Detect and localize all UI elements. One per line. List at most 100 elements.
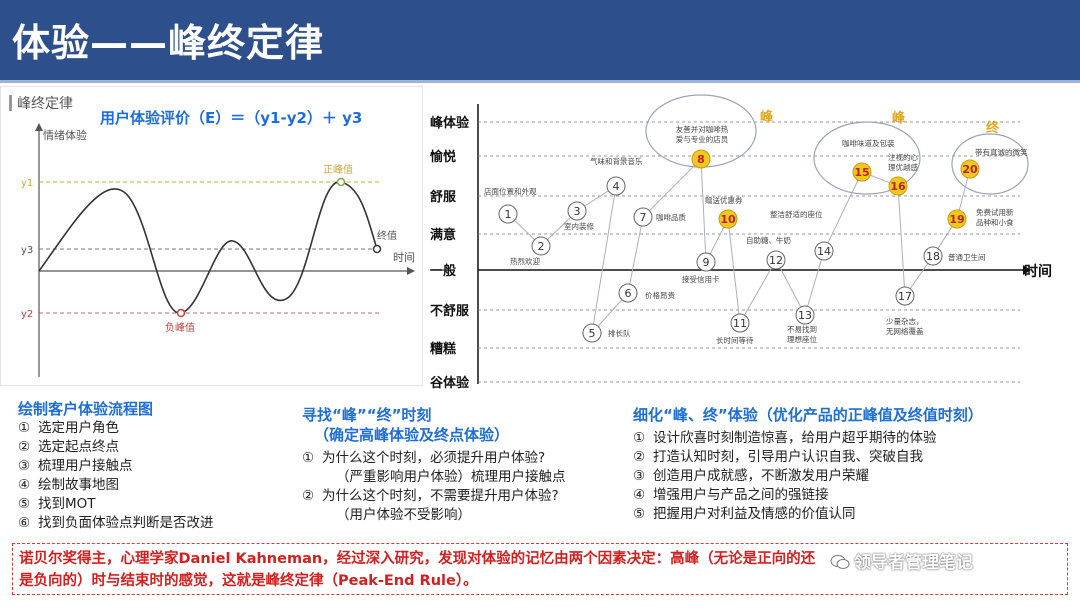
touchpoint-number: 16 [890, 180, 906, 193]
touchpoint-label: 排长队 [608, 328, 631, 338]
touchpoint-number: 9 [703, 256, 710, 269]
touchpoint-label: 免费试用新品种和小食 [976, 207, 1014, 227]
touchpoint-label: 注视的心理优越感 [888, 152, 918, 172]
col3-item: ④ 增强用户与产品之间的强链接 [633, 487, 829, 503]
peak-end-curve: 峰终定律 情绪体验 时间 y1 y3 y2 正峰值 终值 负峰值 [9, 95, 415, 377]
positive-peak-point [336, 177, 346, 187]
level-label: 谷体验 [430, 375, 470, 391]
touchpoint-number: 5 [589, 327, 596, 340]
y3-tick: y3 [21, 245, 33, 256]
col3-item: ① 设计欣喜时刻制造惊喜，给用户超乎期待的体验 [633, 430, 937, 446]
touchpoint-label: 自助糖、牛奶 [746, 235, 791, 245]
touchpoint-marker [888, 176, 908, 196]
page-title: 体验——峰终定律 [12, 21, 325, 65]
touchpoint-marker [923, 246, 943, 266]
touchpoint-number: 2 [538, 240, 545, 253]
touchpoint-number: 3 [574, 205, 581, 218]
touchpoint-number: 1 [505, 208, 512, 221]
touchpoint-label: 咖啡味道及包装 [842, 138, 895, 148]
col1-item: ⑤ 找到MOT [18, 496, 96, 512]
touchpoint-number: 8 [697, 153, 705, 166]
touchpoint-label: 价格昂贵 [645, 290, 675, 300]
peak-end-curve-figure: 峰终定律 情绪体验 时间 y1 y3 y2 正峰值 终值 负峰值 [0, 86, 423, 386]
wechat-icon [830, 555, 850, 569]
touchpoint-marker [567, 201, 587, 221]
y2-tick: y2 [21, 309, 33, 320]
col3-item: ③ 创造用户成就感，不断激发用户荣耀 [633, 468, 869, 484]
touchpoint-number: 10 [720, 213, 736, 226]
end-bubble [951, 133, 1029, 195]
level-label: 愉悦 [430, 149, 456, 165]
watermark: 领导者管理笔记 [830, 548, 973, 573]
col2-item: ② 为什么这个时刻，不需要提升用户体验? [302, 488, 559, 504]
touchpoint-marker [691, 149, 711, 169]
col1-item: ① 选定用户角色 [18, 420, 119, 436]
col2-item-note: （用户体验不受影响） [336, 507, 471, 523]
col2-item: ① 为什么这个时刻，必须提升用户体验? [302, 450, 546, 466]
y-axis-label: 情绪体验 [43, 128, 87, 142]
journey-line [507, 157, 971, 335]
touchpoint-label: 整洁舒适的座位 [770, 209, 823, 219]
touchpoint-number: 7 [640, 211, 647, 224]
level-label: 峰体验 [430, 115, 470, 131]
touchpoint-marker [730, 313, 750, 333]
touchpoint-label: 少量杂志，无网络覆盖 [886, 316, 924, 336]
touchpoints: 1 店面位置和外观 2 热烈欢迎 3 室内装修 4 气味和背景音乐 5 排长队 6 价格昂贵 7 咖啡品质… [484, 124, 1028, 345]
col1-heading: 绘制客户体验流程图 [18, 400, 154, 418]
touchpoint-number: 11 [733, 317, 747, 330]
touchpoint-number: 6 [625, 287, 632, 300]
touchpoint-marker [531, 236, 551, 256]
touchpoint-marker [766, 250, 786, 270]
col1-item: ④ 绘制故事地图 [18, 477, 119, 493]
level-label: 满意 [430, 227, 456, 243]
touchpoint-number: 13 [798, 309, 812, 322]
touchpoint-number: 17 [898, 290, 912, 303]
level-label: 舒服 [430, 189, 457, 205]
touchpoint-label: 咖啡品质 [656, 212, 686, 222]
header-divider [0, 80, 1080, 83]
touchpoint-marker [696, 252, 716, 272]
touchpoint-label: 店面位置和外观 [484, 186, 537, 196]
touchpoint-number: 20 [962, 163, 978, 176]
negative-peak-point [176, 308, 186, 318]
touchpoint-label: 友善并对咖啡热爱与专业的店员 [676, 124, 729, 144]
col1-item: ② 选定起点终点 [18, 439, 119, 455]
touchpoint-label: 带有真诚的微笑 [975, 147, 1028, 157]
touchpoint-label: 室内装修 [564, 221, 594, 231]
y1-tick: y1 [21, 178, 33, 189]
touchpoint-label: 长时间等待 [716, 335, 754, 345]
y-axis-arrow [35, 123, 43, 131]
touchpoint-number: 12 [769, 254, 783, 267]
touchpoint-marker [618, 283, 638, 303]
touchpoint-marker [633, 207, 653, 227]
end-point [372, 244, 382, 254]
touchpoint-number: 15 [854, 166, 869, 179]
touchpoint-label: 赠送优惠券 [705, 195, 743, 205]
touchpoint-label: 接受信用卡 [682, 274, 720, 284]
column-flowchart: 绘制客户体验流程图 ① 选定用户角色 ② 选定起点终点 ③ 梳理用户接触点 ④ 绘制故事… [18, 399, 214, 533]
touchpoint-label: 不易找到理想座位 [787, 324, 817, 344]
figure-label: 峰终定律 [17, 96, 73, 112]
experience-journey-map: 时间 峰体验 愉悦 舒服 满意 一般 不舒服 糟糕 谷体验 峰 峰 终 1 店面位置和外观 2 热烈… [430, 86, 1080, 391]
highlight-bubbles [645, 94, 1029, 195]
touchpoint-marker [795, 305, 815, 325]
touchpoint-marker [498, 204, 518, 224]
touchpoint-marker [895, 286, 915, 306]
col2-heading: 寻找“峰”“终”时刻 [302, 406, 432, 424]
watermark-text: 领导者管理笔记 [854, 553, 973, 573]
column-find-moments: 寻找“峰”“终”时刻 （确定高峰体验及终点体验） ① 为什么这个时刻，必须提升用户… [302, 405, 566, 525]
touchpoint-marker [947, 209, 967, 229]
col3-item: ⑤ 把握用户对利益及情感的价值认同 [633, 506, 856, 522]
level-label: 糟糕 [430, 341, 456, 357]
touchpoint-label: 普通卫生间 [948, 252, 986, 262]
touchpoint-marker [606, 176, 626, 196]
col2-item-note: （严重影响用户体验）梳理用户接触点 [336, 469, 566, 485]
col2-subheading: （确定高峰体验及终点体验） [314, 426, 510, 444]
experience-curve [38, 181, 378, 314]
touchpoint-number: 4 [613, 180, 620, 193]
touchpoint-number: 18 [926, 250, 940, 263]
end-tag: 终 [986, 120, 1000, 136]
level-label: 一般 [430, 263, 456, 279]
touchpoint-marker [582, 323, 602, 343]
peak-tag-1: 峰 [760, 109, 774, 125]
